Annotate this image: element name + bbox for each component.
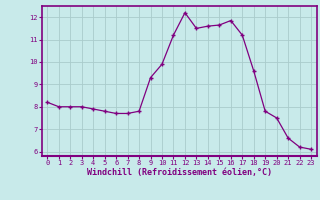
X-axis label: Windchill (Refroidissement éolien,°C): Windchill (Refroidissement éolien,°C) (87, 168, 272, 177)
